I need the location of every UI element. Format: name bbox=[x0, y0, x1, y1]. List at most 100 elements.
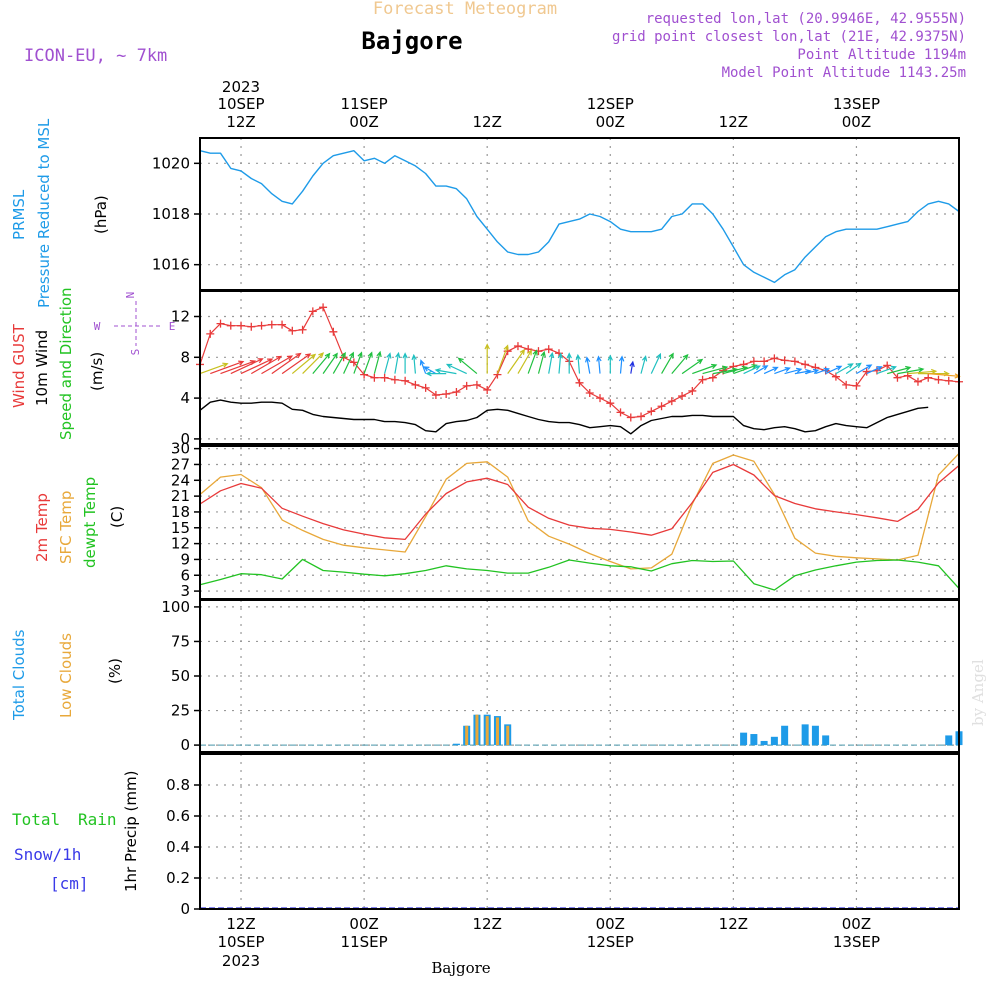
dewpt-line bbox=[199, 558, 960, 591]
temp-unit: (C) bbox=[108, 506, 126, 528]
cloud-panel-labels: Total Clouds Low Clouds (%) bbox=[10, 629, 124, 721]
total-cloud-bar bbox=[452, 743, 460, 746]
t2m-line bbox=[199, 463, 960, 541]
panel-frames bbox=[199, 137, 960, 910]
gust-marker bbox=[585, 389, 594, 397]
chart-marks bbox=[196, 149, 963, 909]
gust-marker bbox=[370, 373, 379, 382]
wind-direction-arrow bbox=[423, 366, 437, 375]
wind-direction-arrow bbox=[743, 365, 761, 375]
model-label: ICON-EU, ~ 7km bbox=[24, 46, 167, 66]
gust-marker bbox=[698, 375, 707, 384]
wind-direction-arrow bbox=[507, 348, 526, 374]
y-tick-label: 100 bbox=[161, 598, 190, 616]
y-tick-label: 0.6 bbox=[166, 807, 190, 825]
sfc-temp-line bbox=[199, 452, 960, 570]
wind10m-line bbox=[199, 399, 929, 435]
wind-direction-arrow bbox=[897, 367, 925, 375]
wind-direction-arrow bbox=[784, 367, 803, 375]
pressure-panel-labels: PRMSL Pressure Reduced to MSL (hPa) bbox=[10, 118, 110, 308]
wind-direction-arrow bbox=[373, 350, 382, 374]
gust-marker bbox=[472, 380, 481, 389]
gust-marker bbox=[544, 345, 553, 354]
wind-direction-arrow bbox=[230, 358, 264, 375]
wind-direction-arrow bbox=[484, 343, 490, 374]
gust-marker bbox=[483, 385, 492, 394]
wind-direction-arrow bbox=[517, 349, 532, 374]
y-tick-label: 15 bbox=[171, 519, 190, 537]
dewpt-label: dewpt Temp bbox=[81, 477, 99, 568]
y-tick-label: 1016 bbox=[152, 256, 190, 274]
gust-marker bbox=[349, 358, 358, 367]
compass-e: E bbox=[169, 320, 176, 333]
bottom-hour-label: 00Z bbox=[842, 915, 871, 933]
tick-labels: 1016101810200481236912151821242730025507… bbox=[152, 78, 880, 970]
gust-marker bbox=[308, 307, 317, 316]
top-year-label: 2023 bbox=[222, 78, 260, 96]
pressure-unit: (hPa) bbox=[92, 195, 110, 234]
bottom-hour-label: 12Z bbox=[473, 915, 502, 933]
panel-frame bbox=[199, 290, 960, 445]
wind-direction-arrow bbox=[402, 352, 408, 374]
gust-marker bbox=[206, 329, 215, 338]
pressure-label-b: Pressure Reduced to MSL bbox=[35, 118, 53, 308]
y-tick-label: 0 bbox=[180, 736, 190, 754]
wind-direction-arrow bbox=[419, 359, 427, 374]
gust-marker bbox=[575, 378, 584, 387]
wind-direction-arrow bbox=[240, 358, 274, 375]
wind-unit: (m/s) bbox=[88, 352, 106, 391]
wind-direction-arrow bbox=[394, 351, 401, 374]
bottom-year-label: 2023 bbox=[222, 952, 260, 970]
pressure-label-a: PRMSL bbox=[10, 189, 28, 240]
gust-marker bbox=[401, 376, 410, 385]
wind-direction-arrow bbox=[866, 366, 883, 375]
gust-marker bbox=[380, 373, 389, 382]
wind-direction-arrow bbox=[640, 355, 648, 374]
wind-direction-arrow bbox=[496, 344, 509, 374]
gust-marker bbox=[462, 381, 471, 390]
wind-direction-arrow bbox=[753, 365, 769, 375]
wind-direction-arrow bbox=[332, 351, 346, 374]
y-tick-label: 4 bbox=[180, 389, 190, 407]
gust-marker bbox=[883, 361, 892, 370]
compass-n: N bbox=[124, 292, 137, 299]
gust-marker bbox=[688, 386, 697, 395]
wind-direction-arrow bbox=[291, 353, 317, 375]
wind-direction-arrow bbox=[411, 353, 417, 374]
gust-marker bbox=[667, 397, 676, 406]
y-tick-label: 18 bbox=[171, 503, 190, 521]
low-clouds-label: Low Clouds bbox=[57, 633, 75, 718]
precip-unit: 1hr Precip (mm) bbox=[122, 771, 140, 892]
wind-direction-arrow bbox=[763, 366, 779, 375]
gust-marker bbox=[226, 321, 235, 330]
gust-marker bbox=[319, 303, 328, 312]
gust-marker bbox=[637, 412, 646, 421]
wind-direction-arrow bbox=[250, 355, 283, 375]
y-tick-label: 12 bbox=[171, 535, 190, 553]
panel-frame bbox=[199, 753, 960, 910]
top-hour-label: 12Z bbox=[473, 113, 502, 131]
wind-direction-arrow bbox=[835, 363, 854, 375]
compass-s: S bbox=[129, 349, 142, 356]
wind-direction-arrow bbox=[845, 362, 862, 375]
total-cloud-bar bbox=[770, 736, 778, 746]
wind-direction-arrow bbox=[928, 373, 961, 379]
wind-direction-arrow bbox=[363, 351, 373, 374]
rain-label: Rain bbox=[78, 810, 117, 829]
top-hour-label: 00Z bbox=[349, 113, 378, 131]
y-tick-label: 3 bbox=[180, 582, 190, 600]
top-hour-label: 00Z bbox=[596, 113, 625, 131]
y-tick-label: 27 bbox=[171, 455, 190, 473]
total-cloud-bar bbox=[740, 732, 748, 746]
wind-direction-arrow bbox=[527, 349, 538, 374]
wind-panel-labels: Wind GUST 10m Wind Speed and Direction (… bbox=[10, 287, 175, 440]
y-tick-label: 1020 bbox=[152, 154, 190, 172]
top-hour-label: 00Z bbox=[842, 113, 871, 131]
bottom-hour-label: 12Z bbox=[719, 915, 748, 933]
wind-direction-arrow bbox=[692, 363, 718, 375]
wind-direction-arrow bbox=[353, 351, 363, 374]
wind-direction-arrow bbox=[815, 367, 830, 375]
gust-marker bbox=[729, 362, 738, 371]
top-hour-label: 12Z bbox=[719, 113, 748, 131]
gust-marker bbox=[442, 390, 451, 399]
